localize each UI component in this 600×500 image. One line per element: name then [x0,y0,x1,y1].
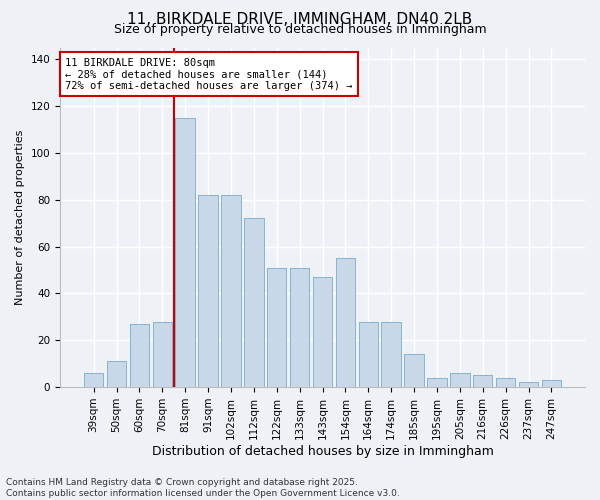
Bar [404,354,424,387]
Bar [450,373,470,387]
Text: 11, BIRKDALE DRIVE, IMMINGHAM, DN40 2LB: 11, BIRKDALE DRIVE, IMMINGHAM, DN40 2LB [127,12,473,28]
Bar [335,258,355,387]
X-axis label: Distribution of detached houses by size in Immingham: Distribution of detached houses by size … [152,444,493,458]
Bar [84,373,103,387]
Bar [473,376,493,387]
Text: Contains HM Land Registry data © Crown copyright and database right 2025.
Contai: Contains HM Land Registry data © Crown c… [6,478,400,498]
Bar [382,322,401,387]
Bar [496,378,515,387]
Bar [427,378,446,387]
Y-axis label: Number of detached properties: Number of detached properties [15,130,25,305]
Text: 11 BIRKDALE DRIVE: 80sqm
← 28% of detached houses are smaller (144)
72% of semi-: 11 BIRKDALE DRIVE: 80sqm ← 28% of detach… [65,58,353,91]
Bar [199,195,218,387]
Bar [175,118,195,387]
Bar [267,268,286,387]
Bar [107,362,126,387]
Bar [130,324,149,387]
Bar [313,277,332,387]
Bar [359,322,378,387]
Bar [542,380,561,387]
Bar [221,195,241,387]
Bar [152,322,172,387]
Bar [290,268,310,387]
Bar [519,382,538,387]
Bar [244,218,263,387]
Text: Size of property relative to detached houses in Immingham: Size of property relative to detached ho… [113,22,487,36]
